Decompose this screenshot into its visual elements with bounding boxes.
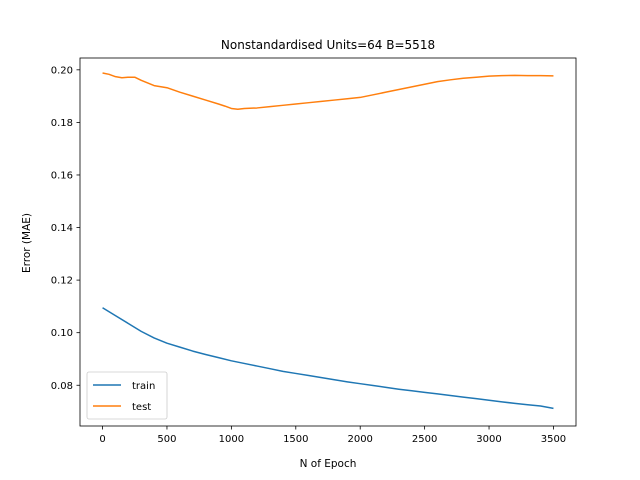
x-tick-label: 1000 [219,434,244,445]
series-line-test [102,72,554,111]
legend-label-train: train [132,381,155,392]
x-tick-label: 2000 [347,434,372,445]
x-tick-label: 0 [99,434,105,445]
x-tick-label: 2500 [412,434,437,445]
x-axis-label: N of Epoch [300,458,357,470]
y-tick-label: 0.08 [51,381,73,392]
y-tick-label: 0.14 [51,223,73,234]
series-line-train [102,307,554,410]
y-tick-label: 0.20 [51,65,73,76]
legend-label-test: test [132,402,151,413]
axis-ticks: 0 500 1000 1500 2000 2500 3000 3500 0.08 0.10 0.12… [51,65,566,445]
legend: train test [86,371,168,420]
y-tick-label: 0.18 [51,118,73,129]
chart-title: Nonstandardised Units=64 B=5518 [221,38,435,52]
x-tick-label: 3000 [476,434,501,445]
y-tick-label: 0.16 [51,170,73,181]
y-tick-label: 0.12 [51,276,73,287]
x-tick-label: 1500 [283,434,308,445]
x-tick-label: 500 [157,434,176,445]
legend-box [86,371,168,420]
plot-series [102,72,554,410]
y-axis-label: Error (MAE) [21,213,33,273]
plot-area-frame [79,57,577,427]
x-tick-label: 3500 [541,434,566,445]
y-tick-label: 0.10 [51,328,73,339]
